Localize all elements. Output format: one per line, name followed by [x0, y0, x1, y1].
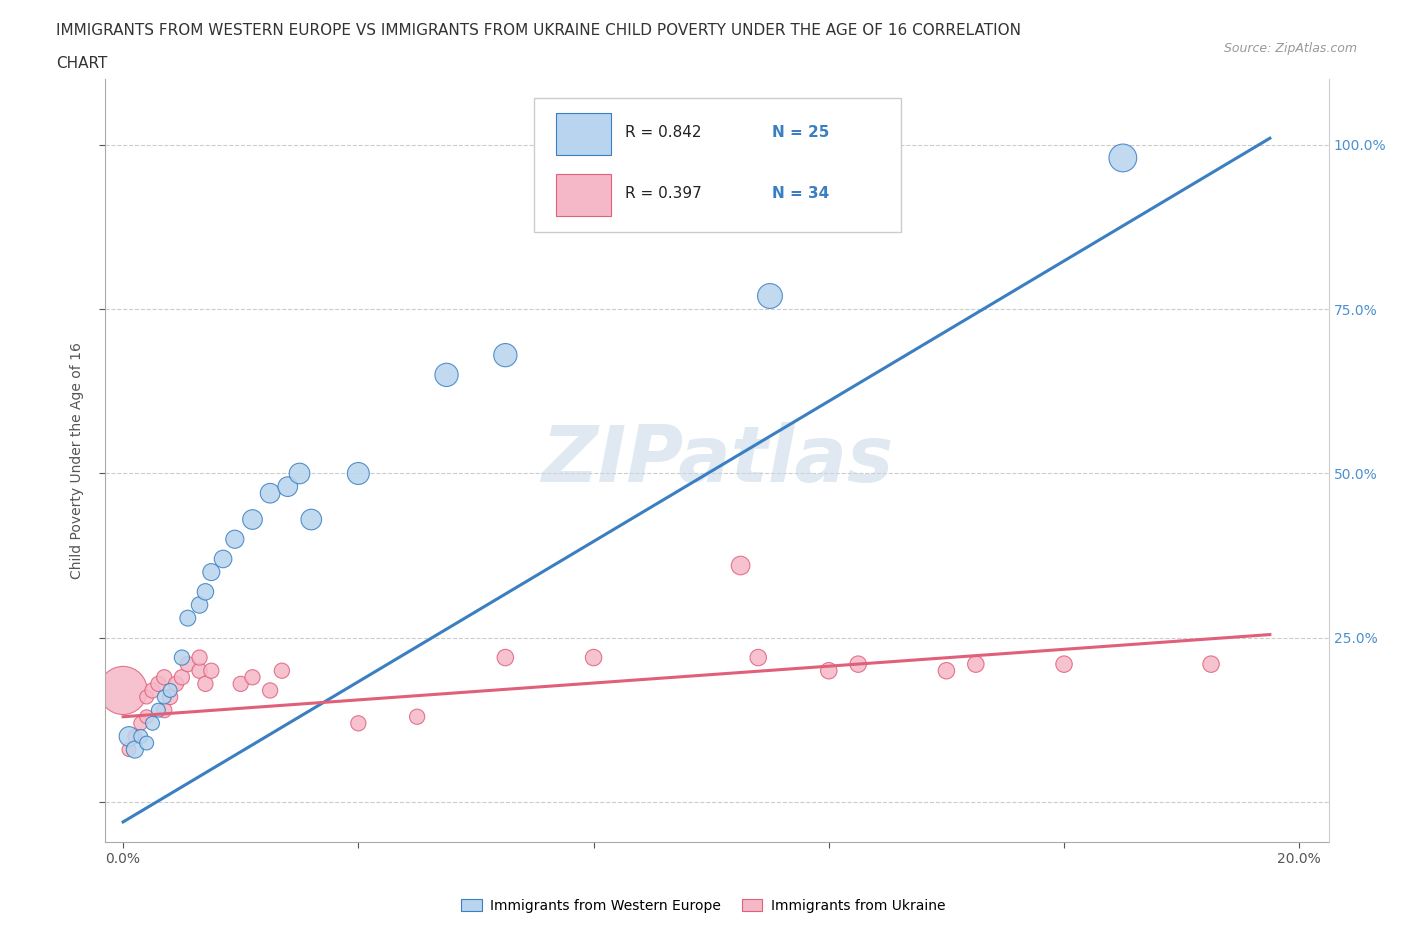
Text: IMMIGRANTS FROM WESTERN EUROPE VS IMMIGRANTS FROM UKRAINE CHILD POVERTY UNDER TH: IMMIGRANTS FROM WESTERN EUROPE VS IMMIGR…: [56, 23, 1021, 38]
Text: ZIPatlas: ZIPatlas: [541, 422, 893, 498]
Point: [299, 512, 322, 527]
Point: [188, 650, 211, 665]
Point: [135, 710, 157, 724]
Point: [259, 683, 281, 698]
Point: [1053, 657, 1076, 671]
Point: [747, 650, 769, 665]
Point: [141, 716, 163, 731]
Text: CHART: CHART: [56, 56, 108, 71]
Point: [165, 676, 187, 691]
Point: [148, 703, 170, 718]
Point: [188, 663, 211, 678]
Point: [153, 689, 176, 704]
Point: [141, 683, 163, 698]
Point: [159, 683, 181, 698]
Point: [759, 288, 782, 303]
Point: [194, 584, 217, 599]
Point: [135, 689, 157, 704]
Point: [730, 558, 752, 573]
Point: [935, 663, 957, 678]
Text: N = 25: N = 25: [772, 125, 830, 140]
Point: [494, 650, 516, 665]
Point: [124, 742, 146, 757]
Point: [212, 551, 235, 566]
Point: [259, 485, 281, 500]
Point: [129, 716, 152, 731]
Point: [170, 650, 193, 665]
Y-axis label: Child Poverty Under the Age of 16: Child Poverty Under the Age of 16: [70, 342, 84, 578]
Point: [118, 729, 141, 744]
Point: [135, 736, 157, 751]
Point: [494, 348, 516, 363]
Point: [270, 663, 292, 678]
Point: [112, 683, 135, 698]
Legend: Immigrants from Western Europe, Immigrants from Ukraine: Immigrants from Western Europe, Immigran…: [456, 894, 950, 919]
Point: [124, 729, 146, 744]
Point: [242, 512, 264, 527]
Point: [118, 742, 141, 757]
Text: R = 0.397: R = 0.397: [626, 186, 702, 201]
Point: [347, 466, 370, 481]
Point: [194, 676, 217, 691]
Point: [129, 729, 152, 744]
Point: [965, 657, 987, 671]
Point: [177, 611, 200, 626]
Point: [288, 466, 311, 481]
Point: [347, 716, 370, 731]
Point: [582, 650, 605, 665]
Bar: [555, 113, 610, 155]
FancyBboxPatch shape: [533, 99, 900, 232]
Point: [159, 689, 181, 704]
Text: N = 34: N = 34: [772, 186, 830, 201]
Point: [188, 598, 211, 613]
Point: [170, 670, 193, 684]
Point: [153, 703, 176, 718]
Point: [1112, 151, 1135, 166]
Point: [148, 676, 170, 691]
Point: [200, 663, 222, 678]
Point: [224, 532, 246, 547]
Bar: [555, 175, 610, 217]
Point: [436, 367, 458, 382]
Point: [229, 676, 252, 691]
Text: R = 0.842: R = 0.842: [626, 125, 702, 140]
Text: Source: ZipAtlas.com: Source: ZipAtlas.com: [1223, 42, 1357, 55]
Point: [846, 657, 869, 671]
Point: [406, 710, 429, 724]
Point: [242, 670, 264, 684]
Point: [200, 565, 222, 579]
Point: [153, 670, 176, 684]
Point: [277, 479, 299, 494]
Point: [177, 657, 200, 671]
Point: [1199, 657, 1222, 671]
Point: [817, 663, 839, 678]
